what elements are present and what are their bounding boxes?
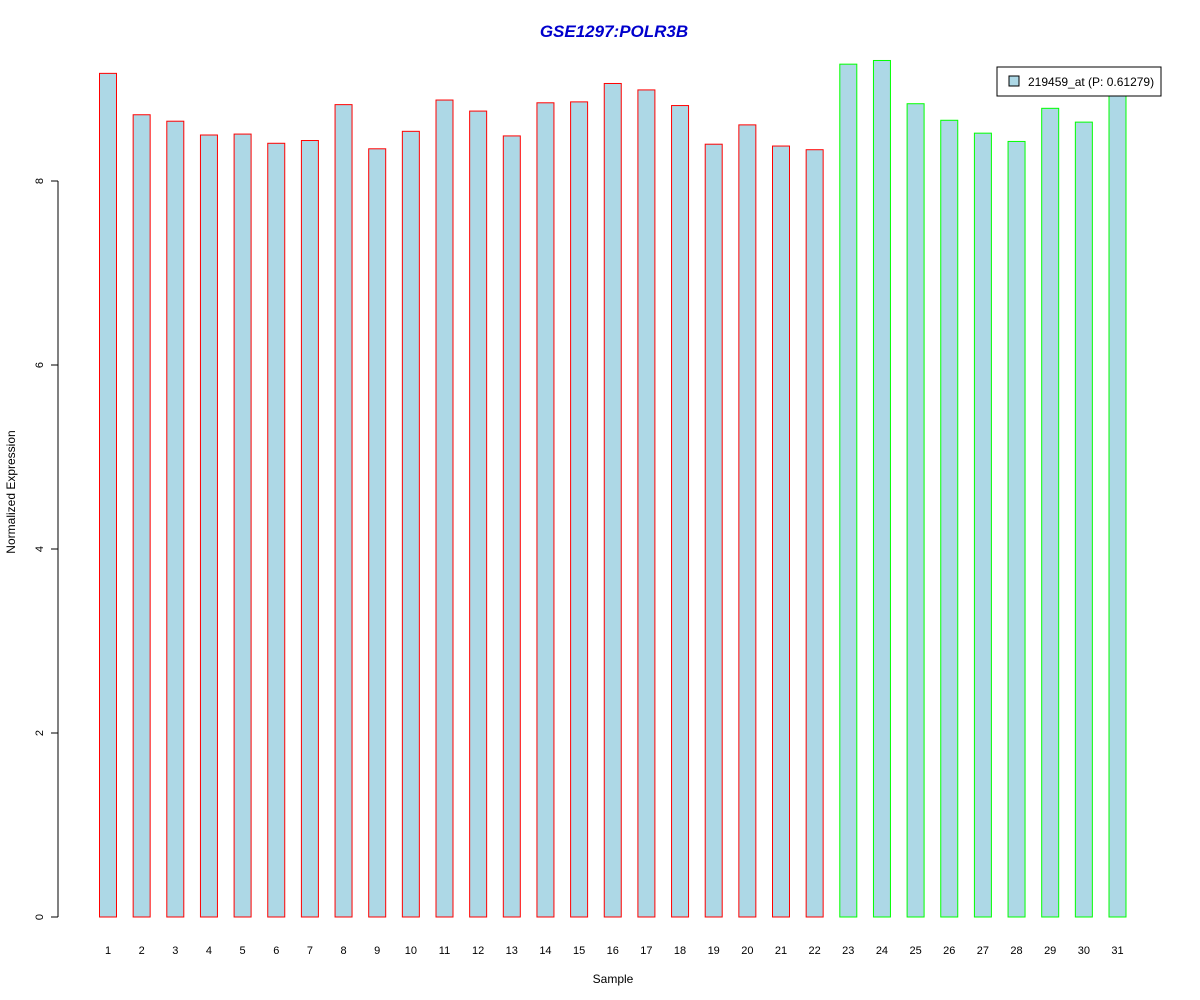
x-tick-label: 10 <box>405 945 417 957</box>
x-tick-label: 17 <box>640 945 652 957</box>
legend-box <box>996 66 1162 97</box>
bar-sample-9 <box>368 148 387 918</box>
bar-sample-12 <box>469 110 488 918</box>
bar-sample-14 <box>536 102 555 918</box>
bar-sample-16 <box>603 82 622 918</box>
bar-sample-29 <box>1041 107 1060 918</box>
x-tick-labels: 1 2 3 4 5 6 7 8 9 10 11 12 13 14 15 16 17 18 19 20 21 22 23 24 2… <box>105 945 1124 957</box>
x-tick-label: 31 <box>1111 945 1123 957</box>
x-tick-label: 12 <box>472 945 484 957</box>
x-tick-label: 25 <box>909 945 921 957</box>
x-tick-label: 23 <box>842 945 854 957</box>
x-tick-label: 24 <box>876 945 888 957</box>
x-tick-label: 14 <box>539 945 551 957</box>
bar-sample-2 <box>132 114 151 918</box>
y-axis-label: Normalized Expression <box>4 430 18 553</box>
x-tick-label: 26 <box>943 945 955 957</box>
x-tick-label: 6 <box>273 945 279 957</box>
legend: 219459_at (P: 0.61279) <box>996 66 1162 97</box>
x-tick-label: 27 <box>977 945 989 957</box>
bar-sample-17 <box>637 89 656 918</box>
x-tick-label: 21 <box>775 945 787 957</box>
bar-sample-10 <box>401 130 420 918</box>
bar-sample-30 <box>1074 121 1093 918</box>
x-tick-label: 15 <box>573 945 585 957</box>
x-tick-label: 22 <box>809 945 821 957</box>
bar-sample-22 <box>805 149 824 918</box>
y-axis: 0 2 4 6 8 <box>34 178 59 920</box>
chart-title: GSE1297:POLR3B <box>540 22 688 41</box>
bar-sample-19 <box>704 143 723 918</box>
bar-sample-31 <box>1108 91 1127 918</box>
legend-swatch <box>1008 75 1020 87</box>
bar-sample-4 <box>199 134 218 918</box>
bar-sample-28 <box>1007 140 1026 918</box>
bar-sample-13 <box>502 135 521 918</box>
x-tick-label: 20 <box>741 945 753 957</box>
x-tick-label: 19 <box>708 945 720 957</box>
x-tick-label: 18 <box>674 945 686 957</box>
bar-sample-18 <box>671 105 690 918</box>
bar-sample-5 <box>233 133 252 918</box>
bar-sample-27 <box>973 132 992 918</box>
bar-sample-20 <box>738 124 757 918</box>
x-tick-label: 13 <box>506 945 518 957</box>
x-axis-label: Sample <box>593 972 634 986</box>
bar-sample-1 <box>99 72 117 918</box>
bar-sample-23 <box>839 63 858 918</box>
y-tick-label: 6 <box>34 362 46 368</box>
y-tick-label: 4 <box>34 546 46 552</box>
bar-sample-15 <box>570 101 589 918</box>
x-tick-label: 9 <box>374 945 380 957</box>
y-tick-label: 0 <box>34 914 46 920</box>
x-tick-label: 11 <box>439 945 450 957</box>
y-tick-label: 2 <box>34 730 46 736</box>
x-tick-label: 2 <box>139 945 145 957</box>
bar-sample-3 <box>166 120 185 918</box>
y-tick-label: 8 <box>34 178 46 184</box>
bar-sample-7 <box>300 140 319 918</box>
x-tick-label: 4 <box>206 945 212 957</box>
x-tick-label: 29 <box>1044 945 1056 957</box>
x-tick-label: 5 <box>240 945 246 957</box>
x-tick-label: 3 <box>172 945 178 957</box>
bar-sample-21 <box>772 145 790 918</box>
x-tick-label: 1 <box>105 945 111 957</box>
legend-label: 219459_at (P: 0.61279) <box>1028 75 1154 89</box>
x-tick-label: 16 <box>607 945 619 957</box>
bar-sample-6 <box>267 142 286 918</box>
x-tick-label: 8 <box>340 945 346 957</box>
bar-sample-26 <box>940 119 959 918</box>
bar-sample-8 <box>334 104 353 918</box>
x-tick-label: 28 <box>1010 945 1022 957</box>
x-tick-label: 7 <box>307 945 313 957</box>
bars <box>99 59 1127 918</box>
bar-sample-25 <box>906 103 925 918</box>
x-tick-label: 30 <box>1078 945 1090 957</box>
bar-sample-11 <box>435 99 454 918</box>
bar-sample-24 <box>872 59 891 918</box>
